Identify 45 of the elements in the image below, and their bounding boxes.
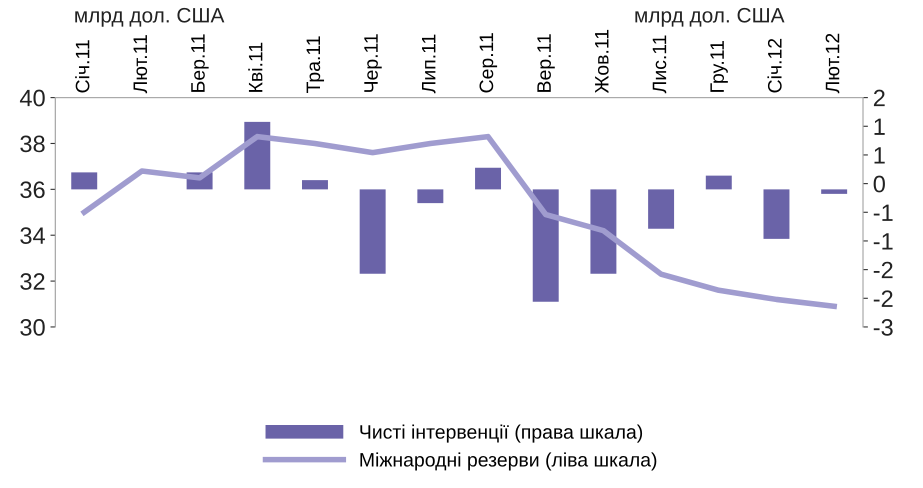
bar [302, 180, 328, 190]
y-tick-label: 38 [20, 136, 45, 152]
text: млрд дол. США [75, 8, 224, 27]
bar [763, 189, 790, 239]
y2-tick-label: 0 [874, 176, 885, 192]
bar [706, 176, 732, 190]
bar [821, 189, 848, 194]
y-tick-label: 30 [20, 319, 45, 336]
y2-tick-label: -2 [874, 290, 893, 307]
y-tick-label: 40 [20, 90, 45, 106]
x-tick-label: Січ.12 [767, 38, 782, 92]
x-tick-label: Лют.12 [826, 34, 840, 94]
x-tick-label: Січ.11 [75, 40, 90, 92]
x-tick-label: Гру.11 [710, 40, 728, 92]
bar [532, 189, 559, 302]
y2-tick-label: 1 [874, 118, 885, 135]
x-tick-label: Тра.11 [306, 36, 324, 93]
bar [417, 189, 444, 204]
x-tick-label: Чер.11 [364, 34, 382, 92]
x-tick-label: Вер.11 [537, 34, 555, 92]
y2-tick-label: -2 [874, 262, 893, 278]
x-tick-label: Лис.11 [652, 35, 666, 94]
legend-label: Міжнародні резерви (ліва шкала) [360, 452, 656, 470]
y-tick-label: 32 [20, 273, 44, 290]
y2-tick-label: 1 [874, 147, 885, 164]
x-tick-label: Кві.11 [248, 42, 262, 92]
x-tick-label: Сер.11 [479, 33, 498, 92]
y2-tick-label: 2 [874, 90, 885, 106]
x-tick-label: Жов.11 [595, 30, 609, 94]
y2-tick-label: -1 [874, 204, 893, 221]
y2-tick-label: -3 [874, 319, 893, 336]
bar [244, 122, 270, 190]
bar [71, 172, 98, 190]
y-tick-label: 34 [20, 227, 45, 244]
y-tick-label: 36 [20, 181, 45, 198]
bar [648, 189, 674, 229]
x-tick-label: Бер.11 [191, 34, 209, 92]
bar [360, 189, 386, 274]
bar [590, 189, 616, 274]
x-tick-label: Лют.11 [134, 35, 148, 94]
y2-tick-label: -1 [874, 233, 893, 250]
x-tick-label: Лип.11 [422, 34, 436, 94]
legend-label: Чисті інтервенції (права шкала) [360, 424, 642, 443]
text: млрд дол. США [635, 8, 785, 27]
bar [475, 168, 502, 190]
